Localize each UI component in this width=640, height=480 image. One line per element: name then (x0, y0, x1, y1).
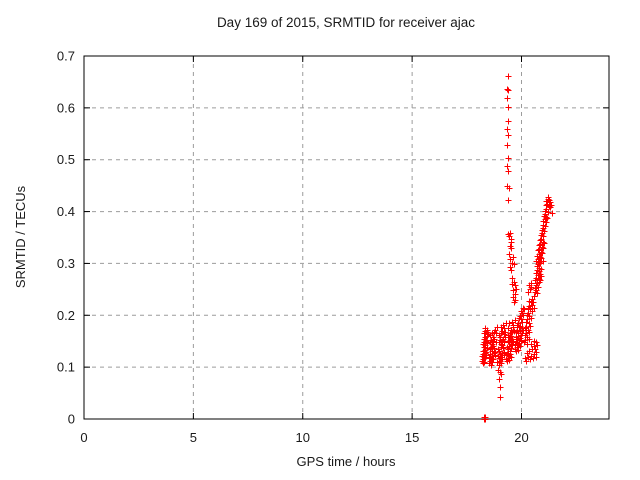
axis-tick-labels: 0 5 10 15 20 0 0.1 0.2 0.3 0.4 0.5 0.6 0.7 (57, 49, 529, 446)
chart-title: Day 169 of 2015, SRMTID for receiver aja… (217, 15, 475, 30)
series-SRMTID (479, 73, 556, 423)
y-axis-label: SRMTID / TECUs (13, 185, 28, 288)
x-tick-label: 10 (296, 430, 310, 445)
plot-frame (83, 55, 610, 420)
gridlines (84, 56, 609, 419)
y-tick-label: 0.6 (57, 100, 75, 115)
x-axis-label: GPS time / hours (297, 454, 396, 469)
y-tick-label: 0.1 (57, 360, 75, 375)
y-tick-label: 0.2 (57, 308, 75, 323)
scatter-points (479, 73, 556, 423)
y-tick-label: 0.7 (57, 49, 75, 64)
y-tick-label: 0.5 (57, 152, 75, 167)
y-tick-label: 0.4 (57, 204, 75, 219)
x-tick-label: 20 (514, 430, 528, 445)
axis-ticks (83, 55, 609, 420)
x-tick-label: 15 (405, 430, 419, 445)
x-tick-label: 0 (80, 430, 87, 445)
y-tick-label: 0 (68, 412, 75, 427)
x-tick-label: 5 (190, 430, 197, 445)
y-tick-label: 0.3 (57, 256, 75, 271)
